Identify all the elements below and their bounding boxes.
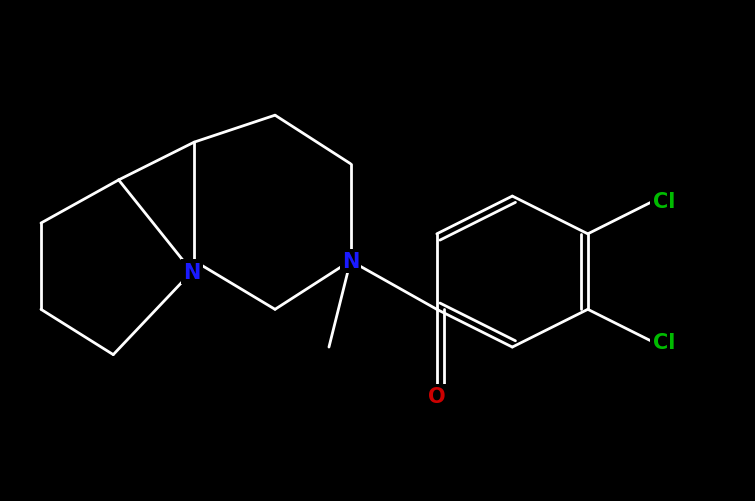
Text: Cl: Cl <box>652 192 675 212</box>
Text: N: N <box>342 252 359 271</box>
Text: N: N <box>183 262 201 282</box>
Text: O: O <box>428 386 445 406</box>
Text: Cl: Cl <box>652 332 675 352</box>
